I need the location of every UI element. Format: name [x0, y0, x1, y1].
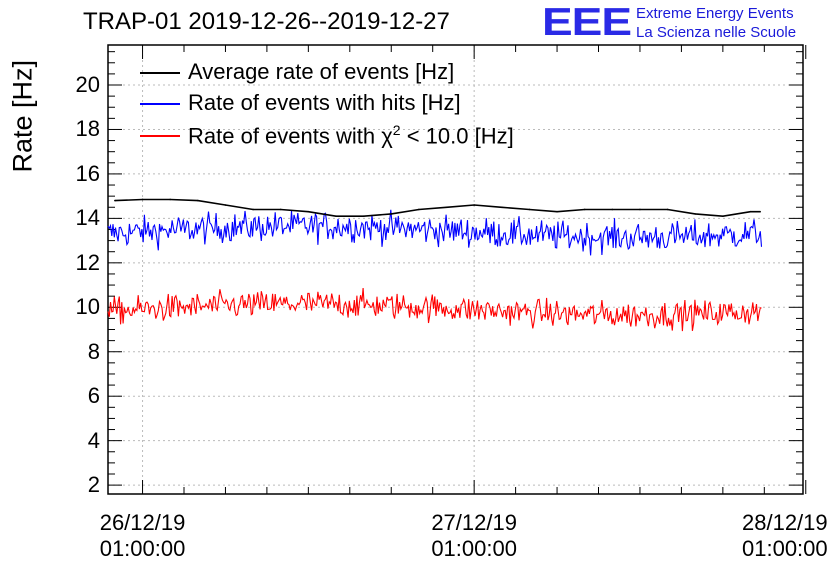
y-tick-label: 8	[87, 338, 100, 364]
average-point	[445, 206, 448, 209]
legend-chi-symbol: χ	[381, 123, 393, 149]
average-point	[169, 198, 171, 201]
y-tick-label: 16	[75, 160, 100, 186]
legend-average-text: Average rate of events [Hz]	[188, 59, 455, 84]
average-point	[749, 210, 752, 213]
y-tick-label: 18	[75, 116, 100, 142]
legend-label-average: Average rate of events [Hz]	[188, 59, 454, 85]
y-tick-label: 12	[75, 249, 100, 275]
legend-chi2-text-after: < 10.0 [Hz]	[400, 123, 514, 149]
average-point	[722, 215, 724, 217]
average-point	[252, 208, 254, 211]
average-point	[197, 199, 199, 202]
y-tick-label: 10	[75, 294, 100, 320]
average-point	[583, 208, 586, 211]
logo-line-2: La Scienza nelle Scuole	[636, 24, 797, 41]
average-point	[279, 208, 282, 211]
x-tick-label: 26/12/19 01:00:00	[99, 510, 186, 561]
x-tick-label: 27/12/19 01:00:00	[431, 510, 517, 561]
average-point	[418, 208, 420, 211]
plot-frame	[107, 44, 804, 495]
average-point	[639, 208, 641, 211]
average-point	[611, 208, 614, 211]
average-point	[390, 213, 393, 215]
average-point	[224, 204, 227, 206]
average-point	[362, 215, 365, 217]
legend-label-hits: Rate of events with hits [Hz]	[188, 90, 461, 116]
legend-hits-text: Rate of events with hits [Hz]	[188, 90, 461, 115]
average-point	[666, 208, 669, 211]
logo-caption: Extreme Energy Events La Scienza nelle S…	[636, 4, 796, 42]
average-point	[307, 210, 310, 213]
series-line-average	[114, 198, 761, 218]
series-line-1	[107, 209, 763, 256]
average-point	[500, 206, 503, 209]
eee-logo: EEE	[542, 0, 632, 44]
average-point	[141, 198, 144, 201]
y-tick-label: 4	[87, 427, 100, 453]
legend-label-chi2: Rate of events with χ2 < 10.0 [Hz]	[188, 122, 514, 149]
legend-chi2-text-before: Rate of events with	[188, 123, 382, 149]
legend-chi-superscript: 2	[392, 122, 401, 138]
y-tick-label: 6	[87, 383, 100, 409]
y-tick-label: 2	[87, 472, 100, 498]
x-tick-label: 28/12/19 01:00:00	[742, 510, 828, 561]
average-point	[759, 210, 761, 213]
logo-line-1: Extreme Energy Events	[636, 5, 794, 22]
average-point	[556, 210, 558, 213]
chart-title: TRAP-01 2019-12-26--2019-12-27	[83, 8, 450, 35]
average-point	[114, 199, 116, 202]
y-tick-label: 14	[75, 205, 100, 231]
average-point	[335, 215, 337, 217]
series-line-2	[107, 287, 762, 332]
y-tick-label: 20	[75, 72, 100, 97]
average-point	[528, 208, 531, 211]
average-point	[473, 204, 475, 206]
average-point	[694, 213, 697, 215]
